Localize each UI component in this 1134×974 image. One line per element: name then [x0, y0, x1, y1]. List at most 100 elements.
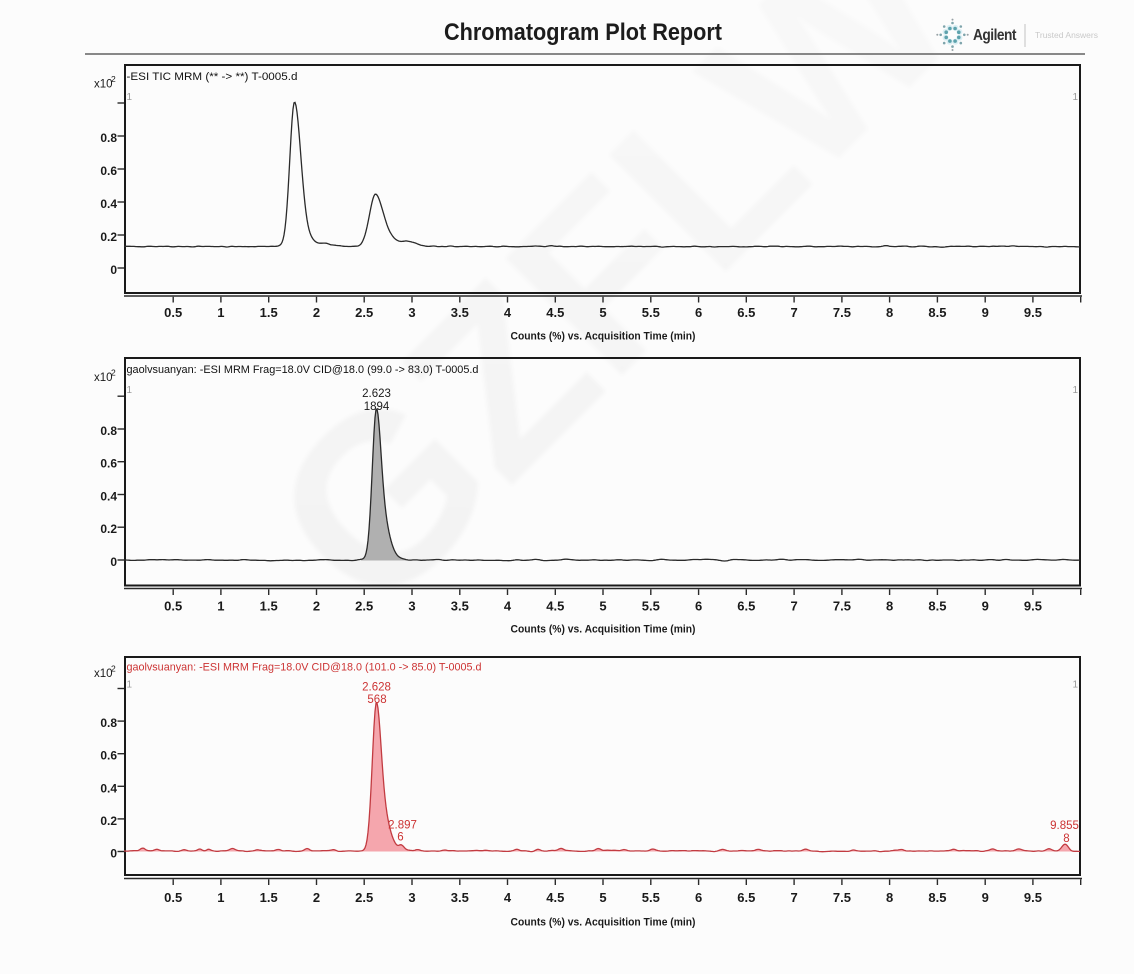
svg-text:Agilent: Agilent	[973, 27, 1017, 44]
svg-text:3: 3	[408, 599, 415, 614]
svg-text:2.897: 2.897	[388, 820, 417, 832]
svg-text:7.5: 7.5	[833, 305, 851, 320]
svg-text:4: 4	[504, 305, 512, 320]
svg-text:x10: x10	[94, 372, 113, 384]
svg-text:0.6: 0.6	[100, 164, 117, 178]
svg-text:1: 1	[217, 890, 224, 905]
svg-text:Trusted Answers: Trusted Answers	[1035, 30, 1098, 40]
svg-text:5.5: 5.5	[642, 599, 660, 614]
svg-text:8: 8	[886, 890, 893, 905]
svg-text:Counts (%) vs. Acquisition Tim: Counts (%) vs. Acquisition Time (min)	[511, 917, 696, 929]
svg-text:3.5: 3.5	[451, 599, 469, 614]
svg-text:2: 2	[313, 599, 320, 614]
svg-text:6: 6	[695, 305, 702, 320]
svg-text:8: 8	[1063, 833, 1069, 845]
svg-text:7.5: 7.5	[833, 599, 851, 614]
svg-text:Counts (%) vs. Acquisition Tim: Counts (%) vs. Acquisition Time (min)	[511, 331, 696, 343]
svg-text:2: 2	[313, 305, 320, 320]
svg-text:1: 1	[217, 599, 224, 614]
svg-text:2.5: 2.5	[355, 305, 373, 320]
svg-text:8: 8	[886, 599, 893, 614]
svg-text:6.5: 6.5	[737, 305, 755, 320]
svg-text:1: 1	[127, 385, 133, 396]
svg-text:1.5: 1.5	[260, 599, 278, 614]
svg-text:3: 3	[408, 890, 415, 905]
svg-text:9.5: 9.5	[1024, 599, 1042, 614]
svg-text:x10: x10	[94, 668, 113, 680]
svg-text:4: 4	[504, 599, 512, 614]
svg-text:0.5: 0.5	[164, 305, 182, 320]
svg-text:8.5: 8.5	[928, 890, 946, 905]
svg-text:-ESI TIC MRM (** -> **) T-0005: -ESI TIC MRM (** -> **) T-0005.d	[127, 71, 298, 83]
svg-text:6: 6	[695, 599, 702, 614]
svg-text:9: 9	[982, 305, 989, 320]
svg-text:7: 7	[790, 305, 797, 320]
svg-text:4.5: 4.5	[546, 305, 564, 320]
svg-text:3.5: 3.5	[451, 890, 469, 905]
svg-text:9.5: 9.5	[1024, 890, 1042, 905]
svg-text:5: 5	[599, 890, 606, 905]
svg-text:0.8: 0.8	[100, 716, 117, 730]
svg-text:0.4: 0.4	[100, 490, 117, 504]
svg-text:7: 7	[790, 599, 797, 614]
svg-text:2: 2	[111, 368, 116, 378]
svg-text:7.5: 7.5	[833, 890, 851, 905]
svg-text:0.2: 0.2	[100, 230, 117, 244]
svg-text:8: 8	[886, 305, 893, 320]
svg-text:1: 1	[1072, 680, 1078, 691]
svg-text:0.2: 0.2	[100, 522, 117, 536]
svg-text:3: 3	[408, 305, 415, 320]
svg-text:1.5: 1.5	[260, 890, 278, 905]
svg-text:0: 0	[110, 847, 117, 861]
svg-text:5: 5	[599, 305, 606, 320]
svg-text:1: 1	[127, 680, 133, 691]
svg-text:9.855: 9.855	[1050, 820, 1079, 832]
svg-text:1: 1	[127, 92, 133, 103]
svg-text:5.5: 5.5	[642, 890, 660, 905]
svg-text:8.5: 8.5	[928, 305, 946, 320]
svg-text:1: 1	[1072, 385, 1078, 396]
svg-text:2.628: 2.628	[362, 682, 391, 694]
svg-text:1: 1	[1072, 92, 1078, 103]
svg-text:0.6: 0.6	[100, 457, 117, 471]
svg-text:gaolvsuanyan: -ESI MRM Frag=18: gaolvsuanyan: -ESI MRM Frag=18.0V CID@18…	[127, 662, 482, 674]
svg-text:9: 9	[982, 890, 989, 905]
svg-text:4.5: 4.5	[546, 890, 564, 905]
svg-text:2: 2	[111, 664, 116, 674]
svg-text:6.5: 6.5	[737, 890, 755, 905]
svg-text:Chromatogram Plot Report: Chromatogram Plot Report	[444, 19, 722, 46]
svg-text:0.2: 0.2	[100, 814, 117, 828]
svg-text:gaolvsuanyan: -ESI MRM Frag=18: gaolvsuanyan: -ESI MRM Frag=18.0V CID@18…	[127, 364, 479, 376]
svg-text:6: 6	[695, 890, 702, 905]
svg-text:0.5: 0.5	[164, 890, 182, 905]
svg-text:1: 1	[217, 305, 224, 320]
svg-text:3.5: 3.5	[451, 305, 469, 320]
svg-text:0.6: 0.6	[100, 749, 117, 763]
svg-text:1894: 1894	[364, 401, 390, 413]
svg-text:4.5: 4.5	[546, 599, 564, 614]
svg-text:2: 2	[313, 890, 320, 905]
svg-text:0.4: 0.4	[100, 781, 117, 795]
svg-text:2: 2	[111, 74, 116, 84]
svg-text:2.623: 2.623	[362, 388, 391, 400]
svg-text:8.5: 8.5	[928, 599, 946, 614]
svg-text:6.5: 6.5	[737, 599, 755, 614]
svg-text:4: 4	[504, 890, 512, 905]
svg-text:Counts (%) vs. Acquisition Tim: Counts (%) vs. Acquisition Time (min)	[511, 624, 696, 636]
svg-text:2.5: 2.5	[355, 890, 373, 905]
svg-text:7: 7	[790, 890, 797, 905]
svg-text:568: 568	[367, 694, 386, 706]
svg-text:0.8: 0.8	[100, 131, 117, 145]
svg-text:9: 9	[982, 599, 989, 614]
svg-text:0.4: 0.4	[100, 197, 117, 211]
svg-text:2.5: 2.5	[355, 599, 373, 614]
svg-text:9.5: 9.5	[1024, 305, 1042, 320]
svg-text:6: 6	[397, 832, 403, 844]
svg-text:0.5: 0.5	[164, 599, 182, 614]
svg-text:0.8: 0.8	[100, 424, 117, 438]
svg-text:5.5: 5.5	[642, 305, 660, 320]
svg-text:0: 0	[110, 263, 117, 277]
svg-text:0: 0	[110, 555, 117, 569]
svg-text:x10: x10	[94, 79, 113, 91]
svg-text:1.5: 1.5	[260, 305, 278, 320]
